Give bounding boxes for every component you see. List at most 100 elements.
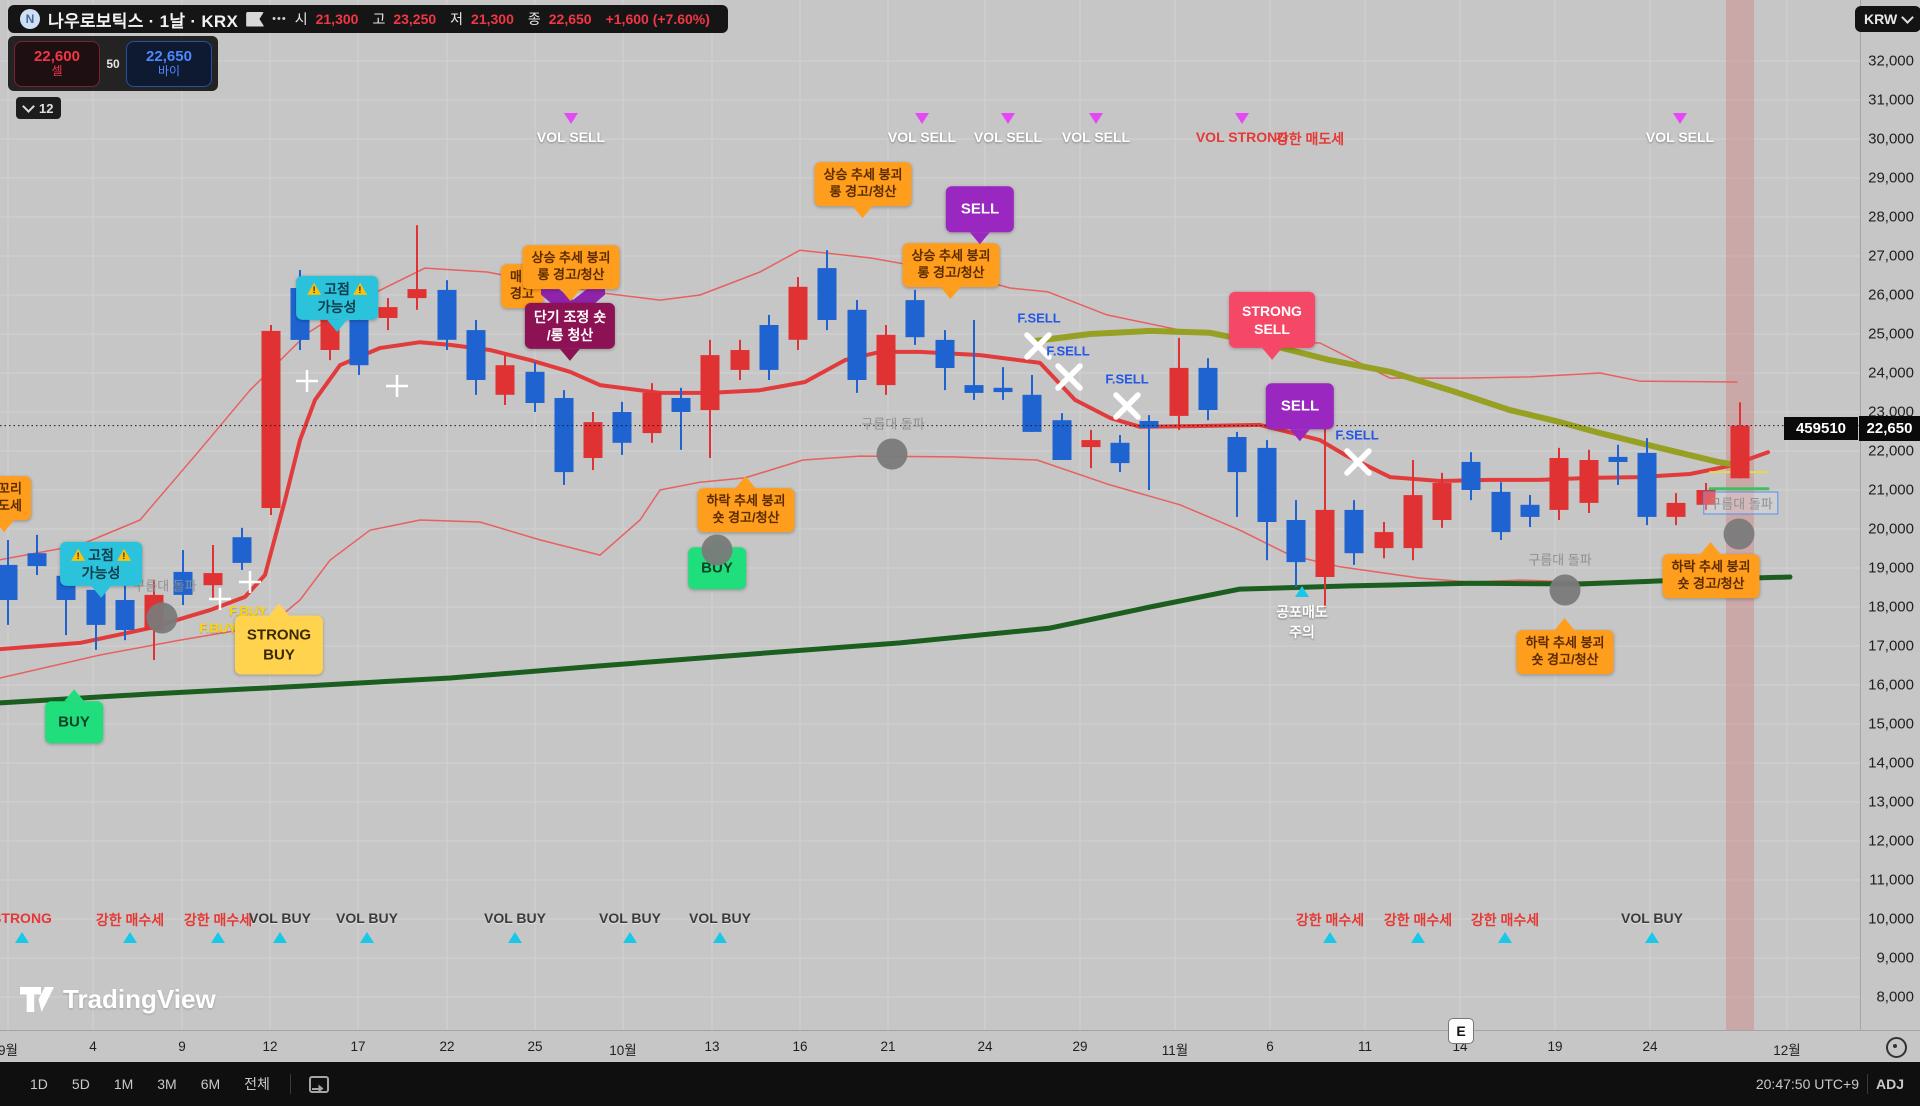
adj-toggle[interactable]: ADJ [1875, 1076, 1904, 1092]
time-tick: 13 [704, 1039, 720, 1054]
time-tick: 17 [350, 1039, 366, 1054]
price-tick: 31,000 [1868, 91, 1914, 109]
top-signal-label: VOL SELL [536, 129, 606, 145]
sell-button[interactable]: 22,600 셀 [14, 40, 100, 87]
time-tick: 9월 [0, 1043, 18, 1058]
bottom-signal-label: 강한 매수세 [95, 912, 165, 928]
signal-callout-yellow: STRONG BUY [234, 603, 324, 675]
top-signal-label: VOL SELL [1061, 129, 1131, 145]
price-tick: 12,000 [1868, 832, 1914, 850]
chart-canvas[interactable] [0, 0, 1860, 1030]
range-button-1M[interactable]: 1M [113, 1076, 134, 1092]
price-tick: 15,000 [1868, 715, 1914, 733]
candlestick [203, 573, 223, 586]
candlestick [1139, 421, 1159, 428]
currency-dropdown[interactable]: KRW [1855, 6, 1920, 32]
indicators-collapse-chip[interactable]: 12 [16, 97, 62, 119]
candlestick [1666, 502, 1686, 517]
more-menu-icon[interactable]: ••• [272, 13, 287, 25]
bottom-signal-label: VOL BUY [484, 910, 546, 926]
range-button-1D[interactable]: 1D [30, 1076, 48, 1092]
price-tick: 30,000 [1868, 130, 1914, 148]
time-tick: 22 [439, 1039, 455, 1054]
vol-buy-triangle-icon [1323, 932, 1337, 943]
symbol-title[interactable]: 나우로보틱스 · 1날 · KRX [48, 11, 239, 31]
time-axis[interactable]: 9월 4 9 12 17 22 25 10월 13 16 21 24 29 11월 6 11 14 19 24 12월 [0, 1030, 1920, 1063]
flag-icon[interactable] [246, 11, 265, 27]
breakout-dot-icon [146, 602, 178, 634]
entry-plus-icon [239, 571, 261, 593]
candlestick [1461, 461, 1481, 490]
bottom-signal-label: VOL BUY [249, 910, 311, 926]
chart-annotation-text: 주의 [1289, 624, 1315, 640]
tradingview-logo[interactable]: TradingView [20, 984, 216, 1015]
bottom-signal-label: 강한 매수세 [183, 912, 253, 928]
vol-sell-triangle-icon [1235, 113, 1249, 124]
vol-buy-triangle-icon [273, 932, 287, 943]
settings-gear-icon[interactable] [1886, 1037, 1907, 1058]
candlestick [1491, 491, 1511, 533]
top-signal-label: 강한 매도세 [1275, 131, 1345, 147]
range-button-전체[interactable]: 전체 [244, 1076, 270, 1092]
candlestick [993, 387, 1013, 393]
candlestick [1257, 447, 1277, 522]
time-tick: 24 [977, 1039, 993, 1054]
range-buttons: 1D 5D 1M 3M 6M 전체 [18, 1074, 282, 1094]
time-tick: 10월 [609, 1043, 637, 1058]
candlestick [1315, 509, 1335, 577]
chart-annotation-text: F.SELL [1046, 343, 1090, 359]
chart-annotation-text: 구름대 돌파 [1528, 552, 1592, 568]
signal-callout-orange: 상승 추세 붕괴 롱 경고/청산 [522, 245, 620, 301]
last-volume-badge: 459510 [1784, 417, 1858, 440]
range-button-6M[interactable]: 6M [200, 1076, 221, 1092]
earnings-badge[interactable]: E [1448, 1018, 1474, 1044]
price-tick: 24,000 [1868, 364, 1914, 382]
chart-annotation-text: F.BUY [199, 620, 237, 636]
candlestick [700, 355, 720, 411]
signal-callout-orange: 하락 추세 붕괴 숏 경고/청산 [697, 476, 795, 532]
time-tick: 29 [1072, 1039, 1088, 1054]
tradingview-wordmark: TradingView [63, 984, 216, 1014]
range-button-5D[interactable]: 5D [71, 1076, 90, 1092]
breakout-dot-icon [701, 534, 733, 566]
signal-callout-orange: 상승 추세 붕괴 롱 경고/청산 [814, 162, 912, 218]
price-tick: 22,000 [1868, 442, 1914, 460]
time-tick: 12월 [1773, 1043, 1801, 1058]
chart-region[interactable]: N 나우로보틱스 · 1날 · KRX ••• 시 21,300 고 23,25… [0, 0, 1920, 1062]
price-tick: 29,000 [1868, 169, 1914, 187]
vol-buy-triangle-icon [623, 932, 637, 943]
top-signal-label: VOL SELL [887, 129, 957, 145]
symbol-logo-icon: N [20, 9, 40, 29]
breakout-dot-icon [876, 438, 908, 470]
candlestick [964, 385, 984, 393]
go-to-date-icon[interactable] [308, 1075, 329, 1093]
clock-display: 20:47:50 UTC+9 [1755, 1076, 1859, 1092]
candlestick [1169, 367, 1189, 416]
vol-buy-triangle-icon [211, 932, 225, 943]
vol-buy-triangle-icon [713, 932, 727, 943]
vol-sell-triangle-icon [1089, 113, 1103, 124]
candlestick [759, 325, 779, 370]
vol-buy-triangle-icon [1645, 932, 1659, 943]
candlestick [173, 571, 193, 595]
candlestick [1730, 425, 1750, 479]
price-axis[interactable]: 32,000 31,000 30,000 29,000 28,000 27,000 26,0… [1860, 0, 1920, 1030]
entry-plus-icon [386, 375, 408, 397]
price-tick: 13,000 [1868, 793, 1914, 811]
signal-callout-orange: 하락 추세 붕괴 숏 경고/청산 [1662, 542, 1760, 598]
signal-callout-orange: 윗꼬리매도세 [0, 476, 31, 532]
chevron-down-icon [1901, 11, 1915, 24]
candlestick [86, 589, 106, 625]
candlestick [671, 398, 691, 412]
candlestick [115, 600, 135, 630]
buy-button[interactable]: 22,650 바이 [125, 40, 212, 87]
sell-price: 22,600 [34, 47, 80, 65]
symbol-header[interactable]: N 나우로보틱스 · 1날 · KRX ••• 시 21,300 고 23,25… [8, 5, 728, 33]
candlestick [847, 309, 867, 380]
range-button-3M[interactable]: 3M [157, 1076, 177, 1092]
candlestick [407, 289, 427, 299]
toolbar-divider [1866, 1074, 1868, 1094]
candlestick [232, 537, 252, 563]
time-tick: 21 [880, 1039, 896, 1054]
